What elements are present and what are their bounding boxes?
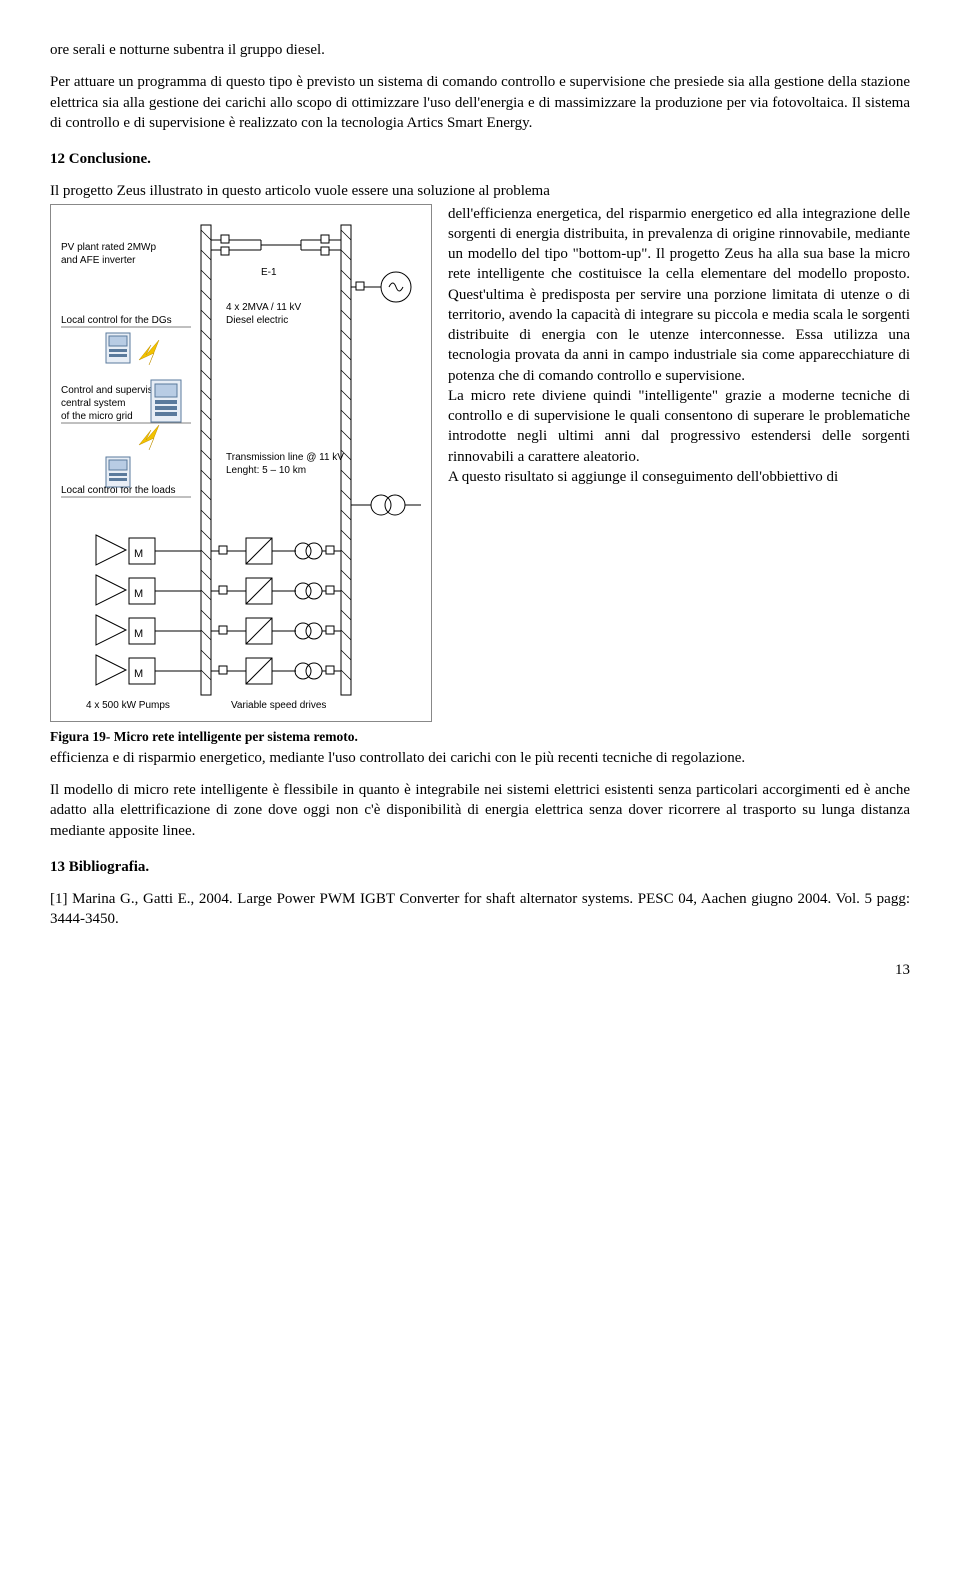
bus-left bbox=[201, 225, 211, 695]
figure-column: PV plant rated 2MWp and AFE inverter E-1… bbox=[50, 204, 430, 746]
bolt-icon-1 bbox=[139, 340, 159, 365]
intro-para-1: ore serali e notturne subentra il gruppo… bbox=[50, 40, 910, 60]
pv-label-1: PV plant rated 2MWp bbox=[61, 242, 156, 253]
reference-1: [1] Marina G., Gatti E., 2004. Large Pow… bbox=[50, 889, 910, 930]
conclusion-body-2: La micro rete diviene quindi "intelligen… bbox=[448, 388, 910, 465]
pumps-label: 4 x 500 kW Pumps bbox=[86, 700, 170, 711]
svg-text:M: M bbox=[134, 588, 143, 600]
central-label-1: Control and supervision bbox=[61, 385, 166, 396]
drives-label: Variable speed drives bbox=[231, 700, 326, 711]
server-dg-icon bbox=[106, 333, 130, 363]
intro-para-2: Per attuare un programma di questo tipo … bbox=[50, 72, 910, 133]
svg-text:M: M bbox=[134, 668, 143, 680]
diesel-label-1: 4 x 2MVA / 11 kV bbox=[226, 302, 302, 313]
dgs-label: Local control for the DGs bbox=[61, 315, 172, 326]
central-label-3: of the micro grid bbox=[61, 411, 133, 422]
figure-text-layout: PV plant rated 2MWp and AFE inverter E-1… bbox=[50, 204, 910, 746]
svg-text:M: M bbox=[134, 628, 143, 640]
conclusion-body-1: dell'efficienza energetica, del risparmi… bbox=[448, 206, 910, 384]
microgrid-diagram: PV plant rated 2MWp and AFE inverter E-1… bbox=[50, 204, 432, 722]
diesel-tag: E-1 bbox=[261, 267, 277, 278]
pump-row-2: M bbox=[96, 575, 341, 605]
conclusion-tail: efficienza e di risparmio energetico, me… bbox=[50, 748, 910, 768]
trans-label-2: Lenght: 5 – 10 km bbox=[226, 465, 306, 476]
conclusion-body-3: A questo risultato si aggiunge il conseg… bbox=[448, 469, 838, 485]
pump-row-4: M bbox=[96, 655, 341, 685]
diagram-svg: PV plant rated 2MWp and AFE inverter E-1… bbox=[51, 205, 431, 715]
pump-row-3: M bbox=[96, 615, 341, 645]
section-12-heading: 12 Conclusione. bbox=[50, 149, 910, 169]
diesel-label-2: Diesel electric bbox=[226, 315, 288, 326]
trans-label-1: Transmission line @ 11 kV bbox=[226, 452, 344, 463]
pv-label-2: and AFE inverter bbox=[61, 255, 136, 266]
svg-text:M: M bbox=[134, 548, 143, 560]
pump-row-1: M bbox=[96, 535, 341, 565]
figure-caption: Figura 19- Micro rete intelligente per s… bbox=[50, 728, 430, 746]
conclusion-text-column: dell'efficienza energetica, del risparmi… bbox=[448, 204, 910, 746]
page-number: 13 bbox=[50, 960, 910, 980]
server-loads-icon bbox=[106, 457, 130, 487]
bolt-icon-2 bbox=[139, 425, 159, 450]
conclusion-4: Il modello di micro rete intelligente è … bbox=[50, 780, 910, 841]
section-13-heading: 13 Bibliografia. bbox=[50, 857, 910, 877]
server-central-icon bbox=[151, 380, 181, 422]
central-label-2: central system bbox=[61, 398, 125, 409]
conclusion-intro: Il progetto Zeus illustrato in questo ar… bbox=[50, 181, 910, 201]
